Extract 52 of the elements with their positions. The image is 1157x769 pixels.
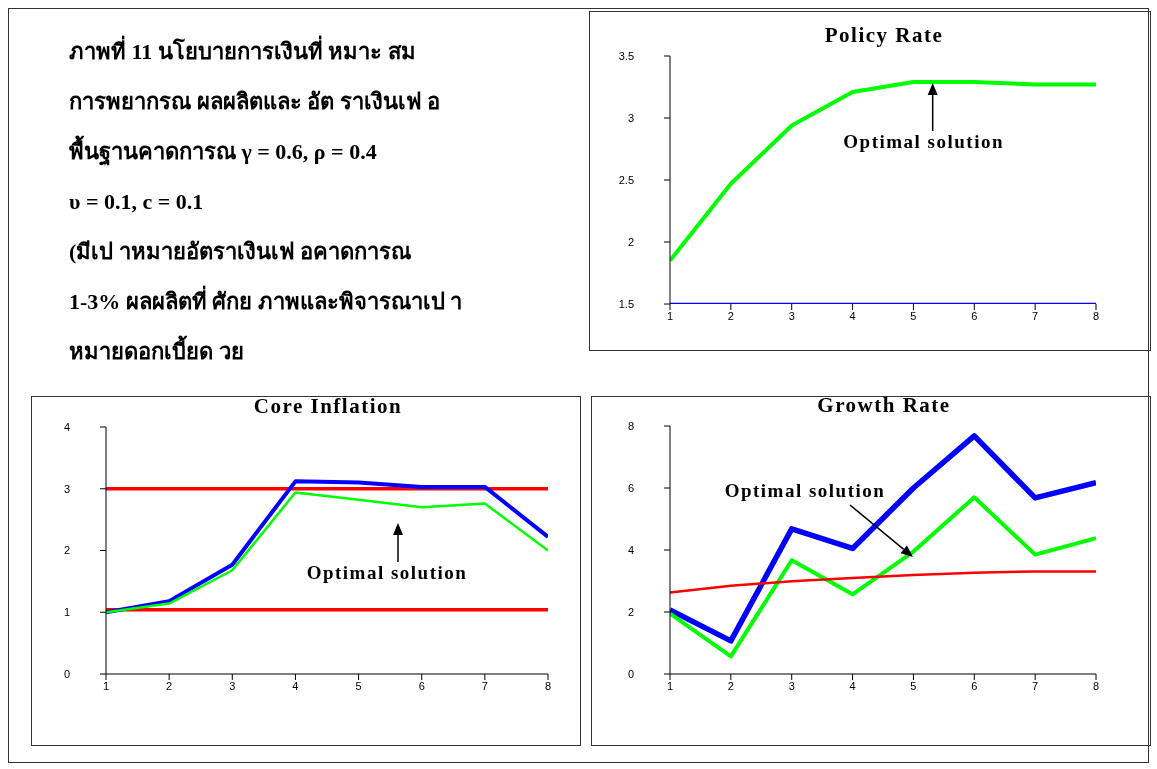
x-tick-label: 6: [418, 679, 425, 692]
y-tick-label: 0: [627, 667, 634, 680]
annotation: Optimal solution: [723, 480, 887, 502]
y-tick-label: 3: [627, 111, 634, 124]
text: 1-3% ผลผลิตที่ ศักย ภาพและพิจารณาเป า: [69, 284, 464, 316]
annotation: Optimal solution: [842, 131, 1006, 154]
text: พื้นฐานคาดการณ γ = 0.6, ρ = 0.4: [69, 134, 378, 168]
text: การพยากรณ ผลผลิตและ อัต ราเงินเฟ อ: [69, 88, 441, 116]
x-tick-label: 7: [481, 679, 488, 692]
y-tick-label: 4: [627, 543, 634, 556]
x-tick-label: 6: [971, 679, 978, 692]
x-tick-label: 8: [544, 679, 552, 692]
x-tick-label: 3: [229, 679, 236, 692]
y-tick-label: 2: [63, 544, 70, 557]
text: υ = 0.1, c = 0.1: [69, 188, 205, 216]
y-tick-label: 8: [627, 419, 634, 432]
x-tick-label: 3: [788, 679, 795, 692]
x-tick-label: 2: [727, 309, 734, 322]
x-tick-label: 7: [1032, 309, 1039, 322]
y-tick-label: 3.5: [618, 49, 634, 62]
x-tick-label: 4: [849, 679, 856, 692]
y-tick-label: 2.5: [618, 173, 634, 186]
chart-title: Growth Rate: [816, 393, 952, 418]
x-tick-label: 3: [788, 309, 795, 322]
y-tick-label: 3: [63, 482, 70, 495]
chart-title: Policy Rate: [823, 23, 945, 48]
y-tick-label: 2: [627, 235, 634, 248]
x-tick-label: 1: [666, 679, 674, 692]
x-tick-label: 6: [971, 309, 978, 322]
x-tick-label: 5: [355, 679, 362, 692]
y-tick-label: 2: [627, 605, 634, 618]
x-tick-label: 8: [1092, 309, 1100, 322]
x-tick-label: 4: [292, 679, 299, 692]
y-tick-label: 0: [63, 667, 70, 680]
x-tick-label: 8: [1092, 679, 1100, 692]
chart-title: Core Inflation: [252, 394, 404, 419]
x-tick-label: 7: [1032, 679, 1039, 692]
text: ภาพที่ 11 นโยบายการเงินที่ หมาะ สม: [69, 34, 417, 66]
y-tick-label: 4: [63, 420, 70, 433]
x-tick-label: 1: [102, 679, 110, 692]
text: (มีเป าหมายอัตราเงินเฟ อคาดการณ: [69, 238, 413, 266]
text: หมายดอกเบี้ยด วย: [69, 334, 245, 366]
annotation: Optimal solution: [305, 562, 469, 584]
x-tick-label: 2: [727, 679, 734, 692]
y-tick-label: 1.5: [618, 297, 634, 310]
y-tick-label: 1: [63, 606, 70, 619]
x-tick-label: 1: [666, 309, 674, 322]
x-tick-label: 5: [910, 309, 917, 322]
y-tick-label: 6: [627, 481, 634, 494]
x-tick-label: 4: [849, 309, 856, 322]
x-tick-label: 2: [166, 679, 173, 692]
x-tick-label: 5: [910, 679, 917, 692]
